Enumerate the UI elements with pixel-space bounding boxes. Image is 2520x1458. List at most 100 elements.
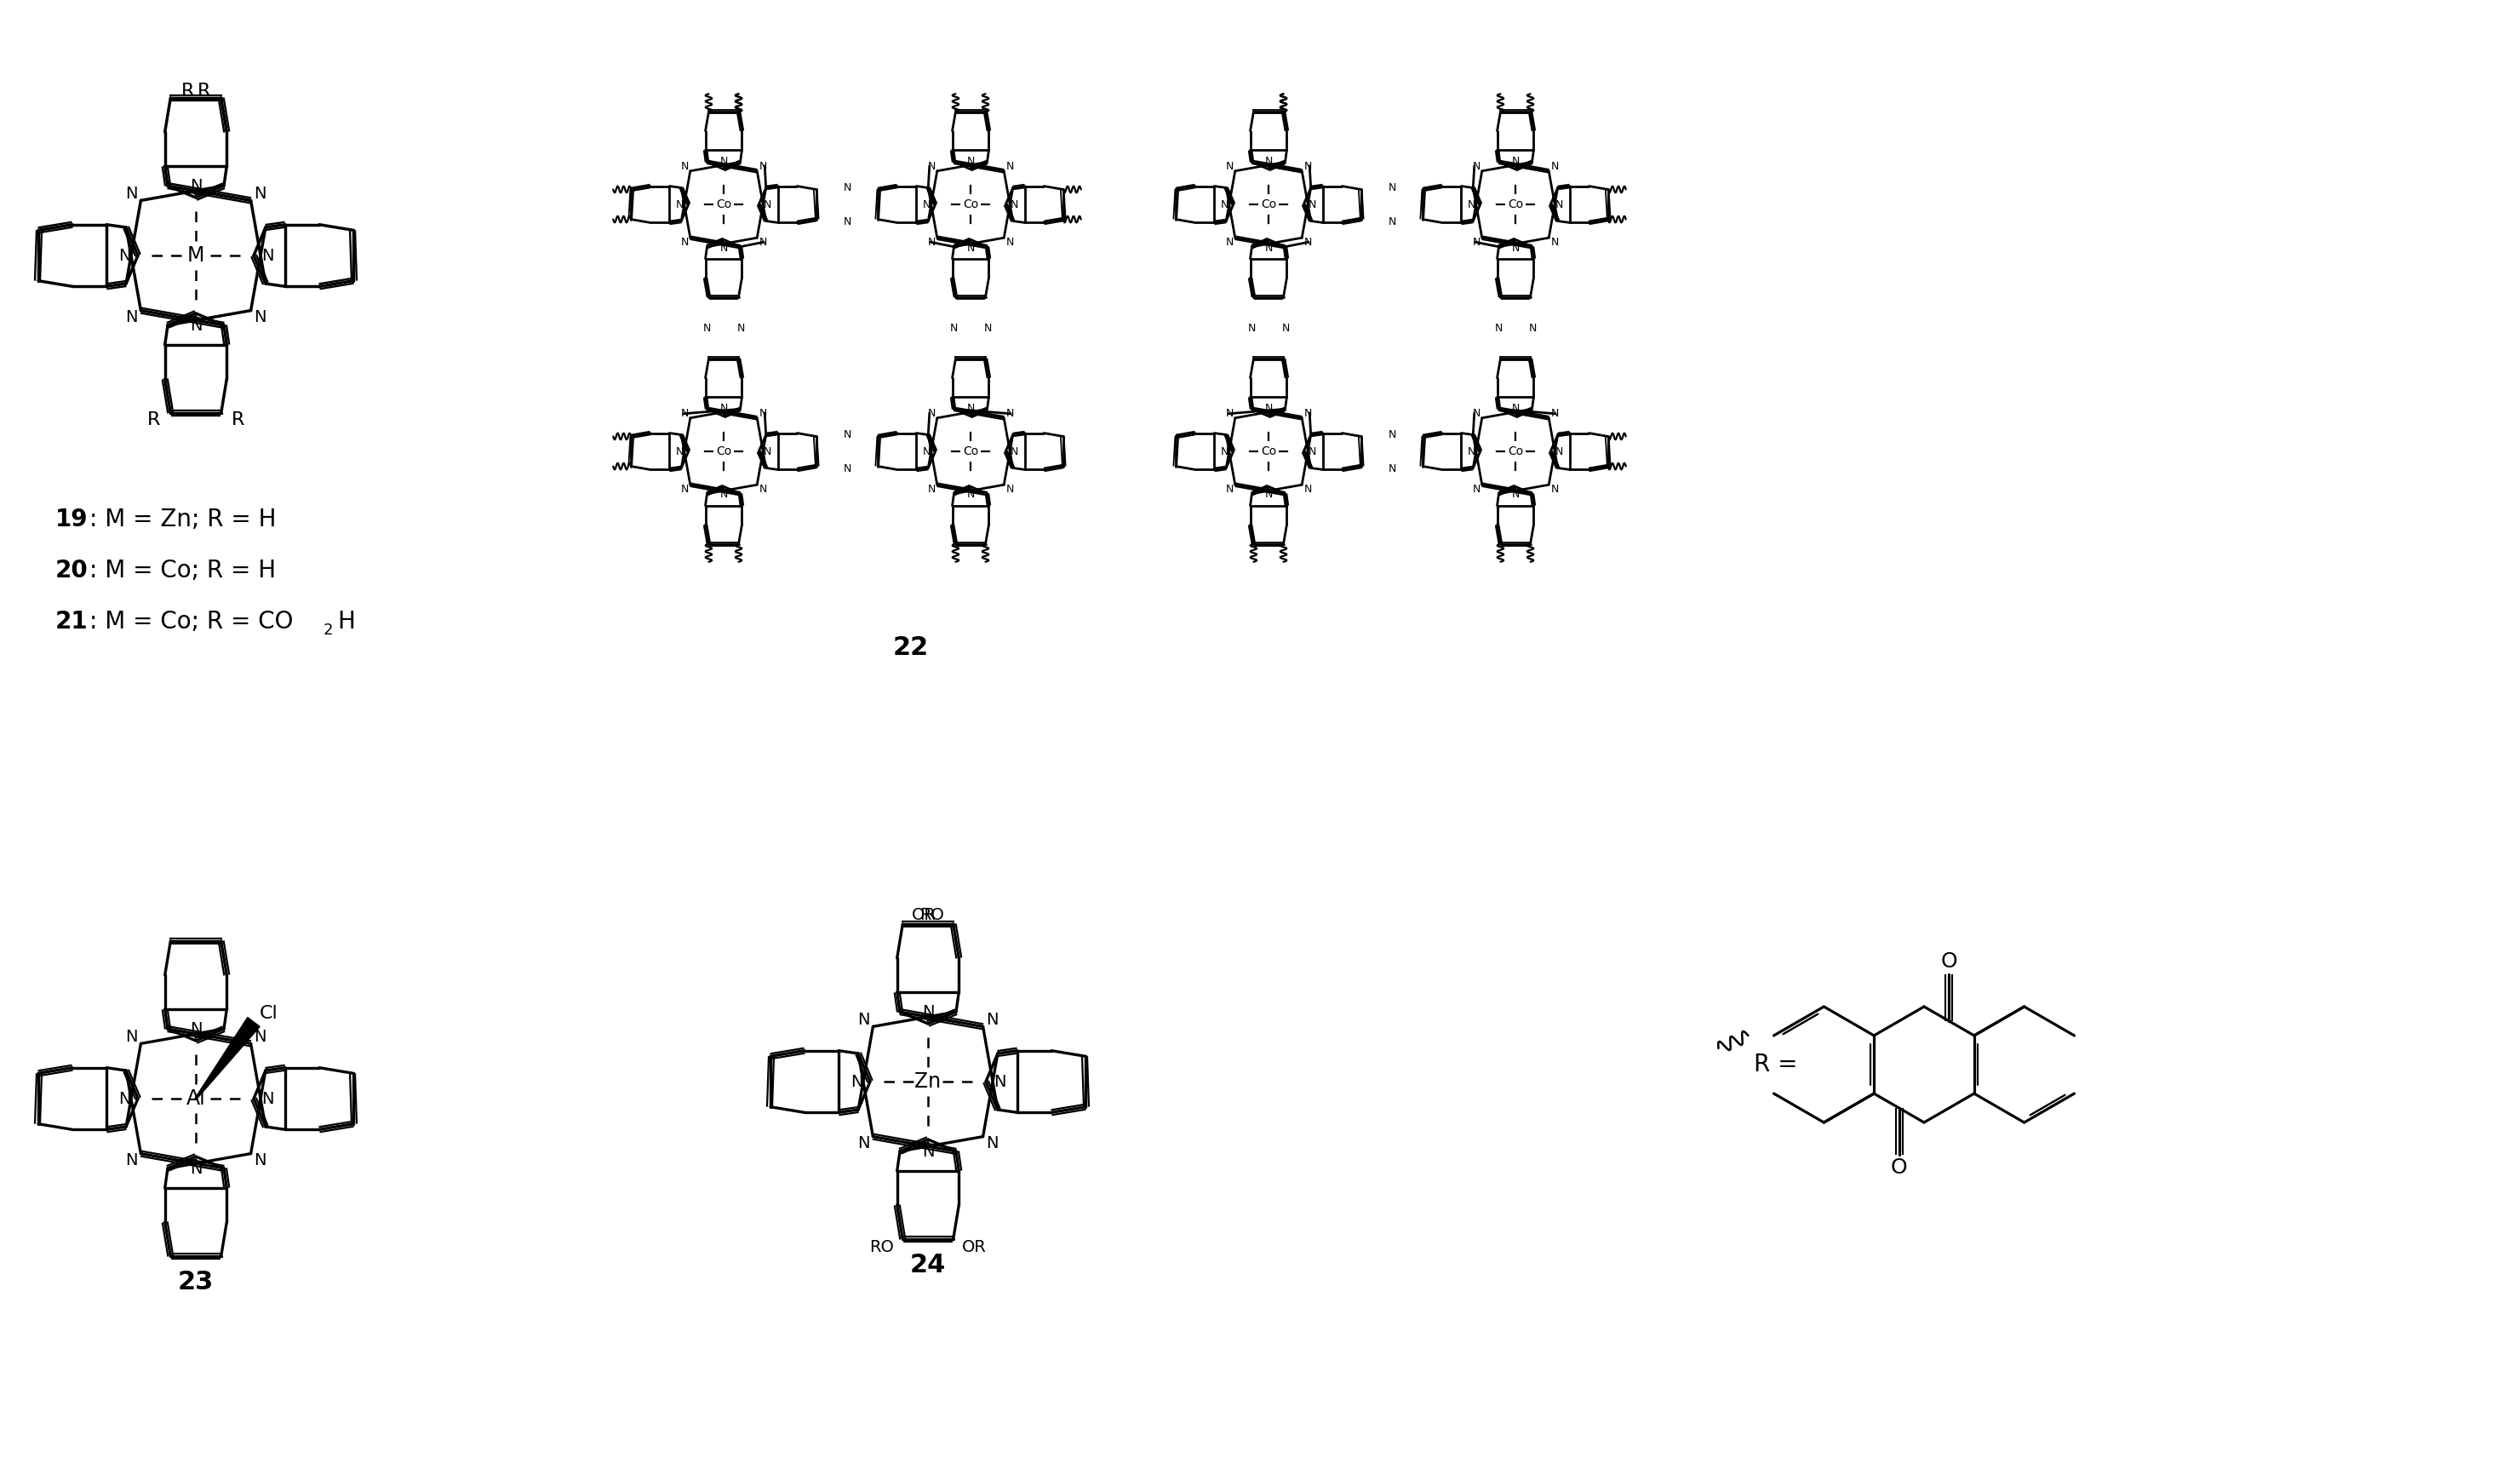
Text: R: R: [232, 411, 244, 429]
Text: N: N: [126, 309, 139, 325]
Text: N: N: [680, 160, 688, 172]
Text: N: N: [1550, 408, 1557, 418]
Text: N: N: [1467, 446, 1474, 456]
Text: N: N: [1011, 198, 1018, 210]
Text: N: N: [255, 1152, 267, 1168]
Text: N: N: [1389, 182, 1396, 192]
Text: N: N: [680, 484, 688, 494]
Text: N: N: [985, 1012, 998, 1028]
Text: N: N: [1467, 198, 1474, 210]
Text: N: N: [255, 185, 267, 201]
Text: N: N: [1265, 242, 1273, 254]
Text: N: N: [1512, 242, 1520, 254]
Text: N: N: [968, 242, 975, 254]
Text: N: N: [1225, 484, 1232, 494]
Text: N: N: [857, 1012, 869, 1028]
Text: RO: RO: [920, 907, 945, 923]
Text: N: N: [927, 408, 935, 418]
Text: N: N: [1472, 484, 1479, 494]
Text: N: N: [126, 185, 139, 201]
Text: N: N: [922, 1003, 935, 1019]
Text: N: N: [927, 160, 935, 172]
Text: O: O: [1940, 951, 1958, 971]
Text: N: N: [1530, 322, 1537, 334]
Text: N: N: [1011, 446, 1018, 456]
Text: N: N: [680, 236, 688, 248]
Text: : M = Zn; R = H: : M = Zn; R = H: [88, 507, 277, 531]
Text: Zn: Zn: [915, 1072, 942, 1092]
Text: N: N: [126, 1152, 139, 1168]
Text: N: N: [703, 322, 711, 334]
Text: N: N: [1265, 156, 1273, 166]
Text: 19: 19: [55, 507, 88, 531]
Text: Co: Co: [963, 445, 978, 458]
Text: N: N: [922, 198, 930, 210]
Text: N: N: [927, 236, 935, 248]
Text: N: N: [189, 1161, 202, 1177]
Text: N: N: [262, 1091, 275, 1107]
Text: N: N: [759, 236, 766, 248]
Text: N: N: [1247, 322, 1255, 334]
Text: Co: Co: [1507, 198, 1522, 210]
Text: N: N: [1389, 462, 1396, 474]
Text: 2: 2: [323, 623, 333, 639]
Text: N: N: [1512, 156, 1520, 166]
Text: N: N: [922, 1143, 935, 1159]
Text: N: N: [126, 1029, 139, 1045]
Text: N: N: [968, 402, 975, 414]
Text: N: N: [1005, 408, 1013, 418]
Text: N: N: [1512, 402, 1520, 414]
Text: N: N: [255, 309, 267, 325]
Text: 23: 23: [179, 1270, 214, 1295]
Text: N: N: [950, 322, 958, 334]
Polygon shape: [194, 1018, 260, 1099]
Text: N: N: [1303, 236, 1310, 248]
Text: N: N: [721, 402, 728, 414]
Text: N: N: [983, 322, 990, 334]
Text: N: N: [1303, 408, 1310, 418]
Text: N: N: [844, 462, 852, 474]
Text: R: R: [197, 83, 212, 99]
Text: N: N: [759, 160, 766, 172]
Text: N: N: [189, 178, 202, 194]
Text: N: N: [1389, 429, 1396, 440]
Text: Co: Co: [1260, 445, 1275, 458]
Text: N: N: [675, 446, 683, 456]
Text: N: N: [968, 490, 975, 500]
Text: N: N: [1550, 236, 1557, 248]
Text: N: N: [262, 248, 275, 264]
Text: O: O: [1890, 1158, 1908, 1178]
Text: N: N: [680, 408, 688, 418]
Text: Cl: Cl: [260, 1005, 277, 1022]
Text: N: N: [1389, 216, 1396, 227]
Text: N: N: [993, 1073, 1005, 1089]
Text: OR: OR: [963, 1239, 988, 1255]
Text: N: N: [1555, 198, 1562, 210]
Text: N: N: [1303, 160, 1310, 172]
Text: N: N: [721, 156, 728, 166]
Text: OR: OR: [912, 907, 937, 923]
Text: N: N: [1308, 198, 1315, 210]
Text: : M = Co; R = H: : M = Co; R = H: [88, 558, 277, 583]
Text: N: N: [844, 182, 852, 192]
Text: N: N: [764, 198, 771, 210]
Text: N: N: [118, 248, 131, 264]
Text: N: N: [1472, 160, 1479, 172]
Text: N: N: [1265, 402, 1273, 414]
Text: N: N: [844, 216, 852, 227]
Text: N: N: [1005, 236, 1013, 248]
Text: N: N: [1512, 490, 1520, 500]
Text: N: N: [189, 318, 202, 334]
Text: N: N: [985, 1136, 998, 1152]
Text: N: N: [1220, 198, 1227, 210]
Text: 24: 24: [910, 1252, 945, 1277]
Text: N: N: [1005, 484, 1013, 494]
Text: 22: 22: [892, 634, 930, 659]
Text: N: N: [1472, 236, 1479, 248]
Text: H: H: [338, 609, 355, 634]
Text: N: N: [849, 1073, 862, 1089]
Text: N: N: [1265, 490, 1273, 500]
Text: R: R: [146, 411, 161, 429]
Text: RO: RO: [869, 1239, 895, 1255]
Text: Co: Co: [1507, 445, 1522, 458]
